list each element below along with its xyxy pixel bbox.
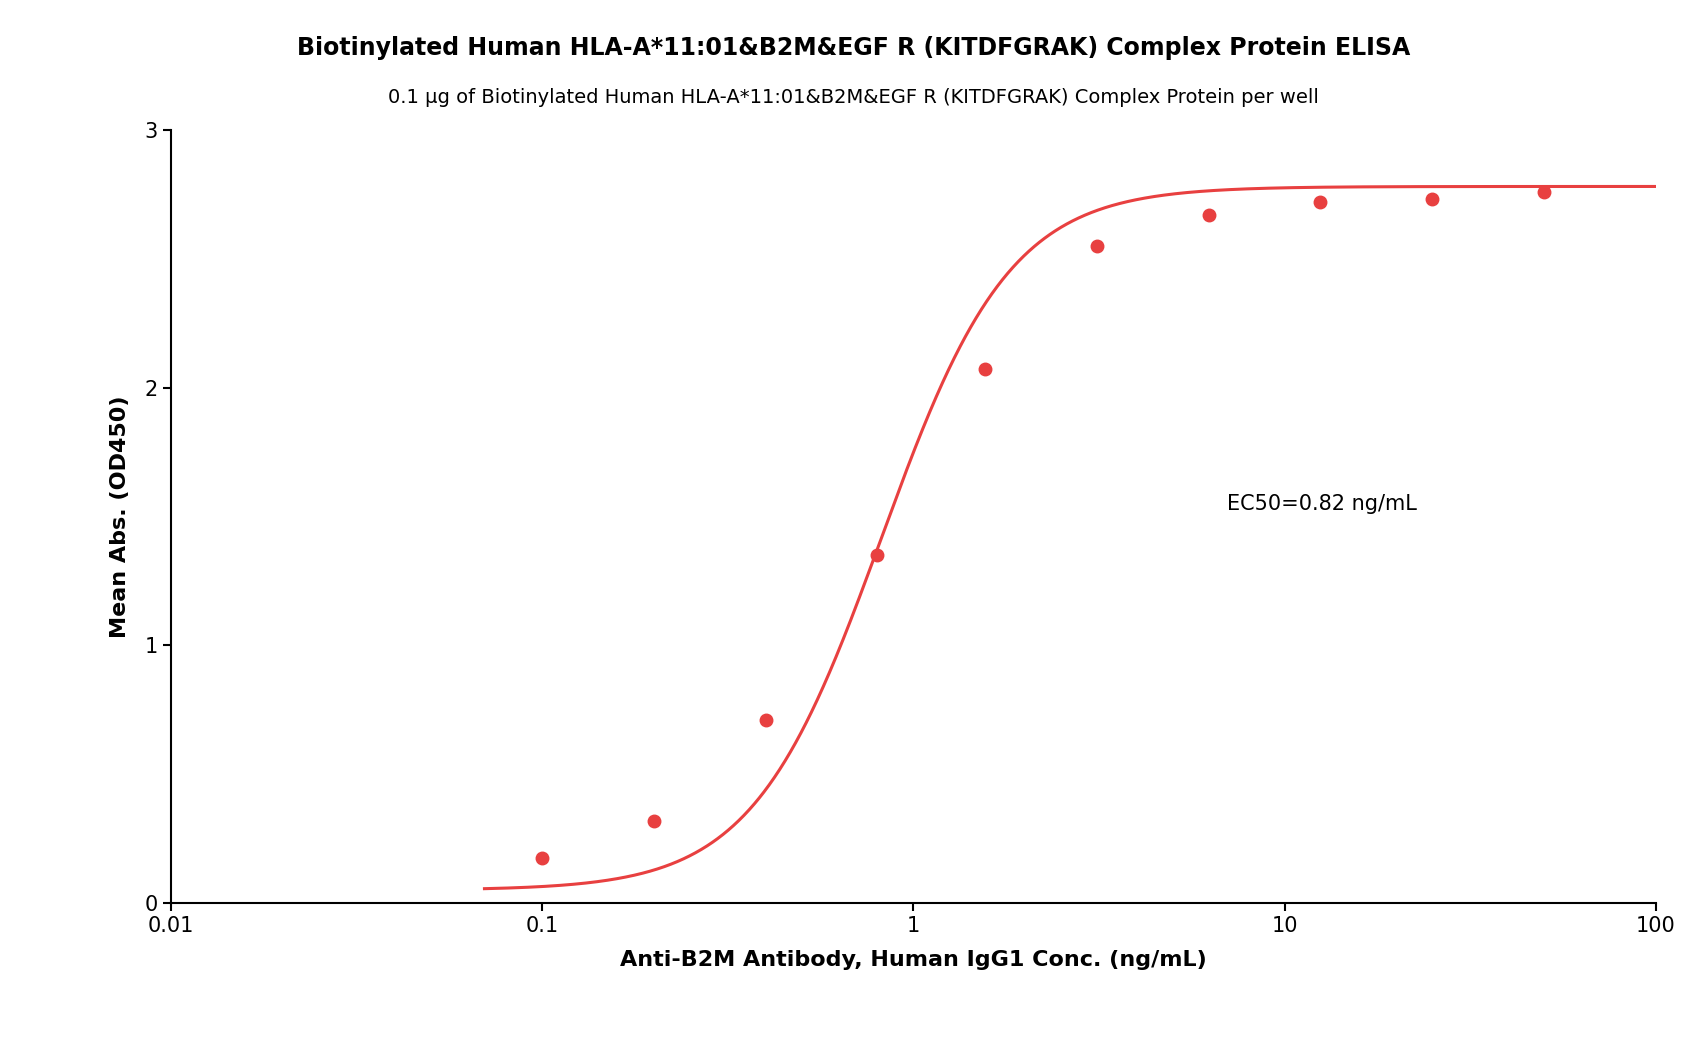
Text: 0.1 μg of Biotinylated Human HLA-A*11:01&B2M&EGF R (KITDFGRAK) Complex Protein p: 0.1 μg of Biotinylated Human HLA-A*11:01…	[387, 88, 1320, 107]
Text: EC50=0.82 ng/mL: EC50=0.82 ng/mL	[1227, 493, 1417, 514]
Text: Biotinylated Human HLA-A*11:01&B2M&EGF R (KITDFGRAK) Complex Protein ELISA: Biotinylated Human HLA-A*11:01&B2M&EGF R…	[297, 36, 1410, 60]
X-axis label: Anti-B2M Antibody, Human IgG1 Conc. (ng/mL): Anti-B2M Antibody, Human IgG1 Conc. (ng/…	[620, 950, 1207, 971]
Y-axis label: Mean Abs. (OD450): Mean Abs. (OD450)	[111, 395, 130, 637]
